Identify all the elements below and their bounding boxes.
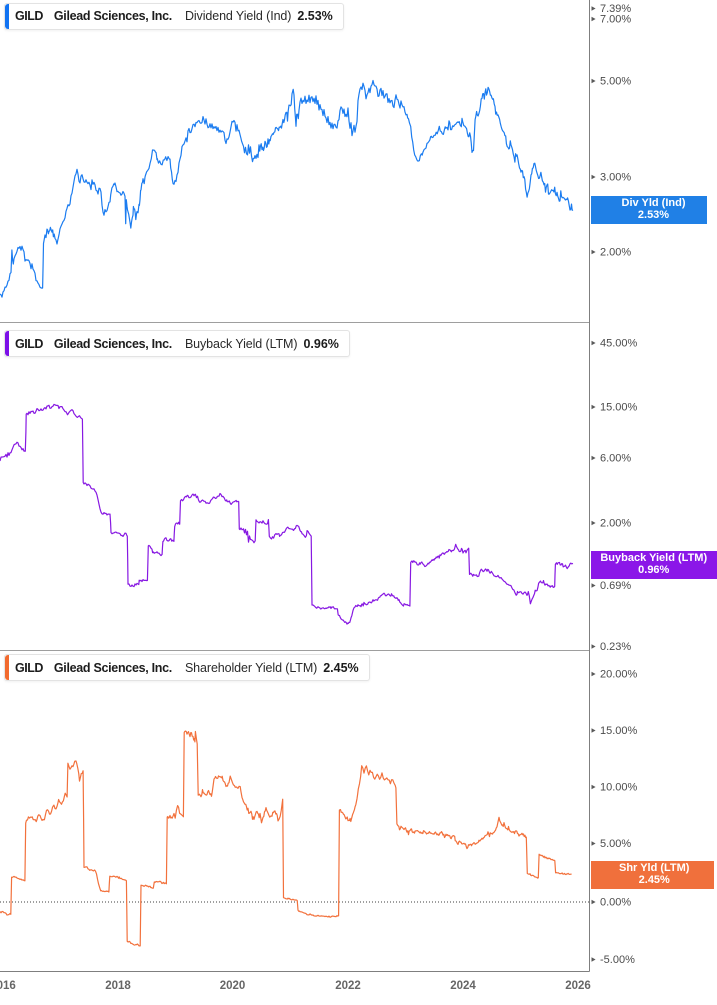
svg-text:5.00%: 5.00%: [600, 76, 631, 88]
svg-text:2.00%: 2.00%: [600, 247, 631, 259]
svg-text:2020: 2020: [220, 980, 246, 992]
svg-text:0.00%: 0.00%: [600, 897, 631, 909]
svg-text:45.00%: 45.00%: [600, 338, 638, 350]
svg-text:3.00%: 3.00%: [600, 172, 631, 184]
svg-text:2.00%: 2.00%: [600, 518, 631, 530]
svg-text:6.00%: 6.00%: [600, 453, 631, 465]
svg-text:2022: 2022: [335, 980, 361, 992]
svg-text:0.23%: 0.23%: [600, 641, 631, 653]
svg-text:5.00%: 5.00%: [600, 838, 631, 850]
svg-text:7.39%: 7.39%: [600, 3, 631, 15]
svg-text:2024: 2024: [450, 980, 476, 992]
svg-text:2016: 2016: [0, 980, 16, 992]
svg-text:-5.00%: -5.00%: [600, 954, 635, 966]
svg-text:15.00%: 15.00%: [600, 725, 638, 737]
svg-text:20.00%: 20.00%: [600, 669, 638, 681]
svg-text:2018: 2018: [105, 980, 131, 992]
svg-text:2026: 2026: [565, 980, 591, 992]
svg-text:7.00%: 7.00%: [600, 14, 631, 26]
svg-text:0.69%: 0.69%: [600, 580, 631, 592]
svg-text:10.00%: 10.00%: [600, 782, 638, 794]
svg-text:15.00%: 15.00%: [600, 402, 638, 414]
